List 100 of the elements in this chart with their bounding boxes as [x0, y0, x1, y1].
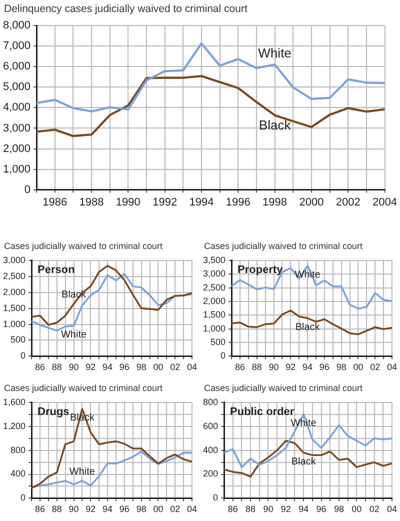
x-tick-label: 00	[153, 504, 164, 514]
y-tick-label: 4,000	[2, 102, 31, 114]
x-tick-label: 92	[86, 504, 96, 514]
y-tick-label: 1,000	[2, 163, 31, 176]
y-axis-title: Cases judicially waived to criminal court	[3, 240, 164, 252]
x-tick-label: 94	[102, 362, 113, 372]
y-tick-label: 0	[220, 350, 226, 361]
x-tick-label: 90	[263, 504, 274, 514]
x-tick-label: 1986	[42, 196, 68, 208]
x-tick-label: 02	[170, 504, 180, 514]
x-tick-label: 86	[34, 362, 45, 372]
y-tick-label: 3,500	[202, 254, 226, 265]
y-tick-label: 5,000	[2, 81, 31, 94]
y-tick-label: 500	[210, 337, 226, 347]
y-tick-label: 2,000	[202, 296, 226, 306]
x-tick-label: 94	[298, 504, 309, 514]
y-tick-label: 200	[202, 468, 218, 479]
y-axis-title: Cases judicially waived to criminal court	[3, 382, 164, 394]
x-tick-label: 96	[316, 504, 326, 514]
x-tick-label: 92	[286, 362, 296, 372]
y-tick-label: 0	[20, 350, 26, 361]
x-tick-label: 00	[153, 362, 164, 372]
y-tick-label: 0	[20, 492, 26, 503]
x-tick-label: 98	[136, 504, 146, 514]
y-tick-label: 1,500	[202, 310, 226, 320]
x-tick-label: 2004	[372, 196, 398, 208]
y-tick-label: 3,000	[202, 268, 226, 279]
x-tick-label: 92	[86, 362, 96, 372]
y-tick-label: 400	[202, 444, 218, 455]
series-label: Black	[295, 322, 321, 333]
x-tick-label: 1998	[262, 196, 288, 208]
y-tick-label: 2,000	[2, 142, 31, 155]
y-tick-label: 3,000	[2, 122, 31, 134]
y-axis-title: Delinquency cases judicially waived to criminal court	[3, 2, 248, 16]
x-tick-label: 98	[336, 362, 346, 372]
x-tick-label: 88	[52, 504, 62, 514]
x-tick-label: 02	[370, 362, 380, 372]
x-tick-label: 04	[186, 504, 197, 514]
y-tick-label: 1,200	[2, 420, 26, 431]
y-tick-label: 8,000	[2, 20, 31, 32]
x-tick-label: 2000	[299, 196, 324, 208]
y-tick-label: 0	[24, 184, 31, 196]
x-tick-label: 02	[369, 504, 380, 514]
y-axis-title: Cases judicially waived to criminal court	[203, 240, 364, 252]
chart-title: Public order	[230, 406, 295, 418]
x-tick-label: 94	[302, 362, 313, 372]
y-tick-label: 500	[10, 334, 26, 345]
x-tick-label: 96	[119, 362, 130, 372]
x-tick-label: 88	[246, 504, 256, 514]
series-label: White	[69, 466, 96, 478]
y-axis-title: Cases judicially waived to criminal court	[203, 382, 364, 394]
x-tick-label: 04	[386, 504, 397, 514]
series-label: Black	[258, 117, 292, 132]
y-tick-label: 1,500	[2, 302, 26, 313]
y-tick-label: 2,500	[2, 270, 26, 281]
x-tick-label: 86	[234, 362, 245, 372]
x-tick-label: 98	[136, 362, 146, 372]
y-tick-label: 1,000	[2, 318, 26, 329]
x-tick-label: 1996	[226, 196, 250, 208]
series-label: White	[60, 330, 87, 341]
y-tick-label: 0	[213, 492, 218, 503]
x-tick-label: 04	[386, 362, 397, 372]
y-tick-label: 2,500	[202, 282, 226, 292]
y-tick-label: 1,000	[202, 323, 226, 334]
x-tick-label: 86	[228, 504, 238, 514]
y-tick-label: 6,000	[2, 60, 31, 73]
x-tick-label: 1994	[189, 196, 214, 208]
chart-title: Property	[238, 264, 284, 276]
x-tick-label: 88	[52, 362, 62, 372]
x-tick-label: 00	[352, 504, 362, 514]
series-label: Black	[291, 456, 317, 468]
x-tick-label: 90	[268, 362, 279, 372]
chart-title: Drugs	[38, 406, 70, 418]
x-tick-label: 96	[319, 362, 330, 372]
series-label: White	[258, 46, 292, 61]
x-tick-label: 86	[34, 504, 45, 514]
x-tick-label: 1988	[79, 196, 104, 208]
y-tick-label: 2,000	[2, 286, 26, 297]
series-label: White	[294, 269, 321, 280]
x-tick-label: 88	[252, 362, 262, 372]
x-tick-label: 04	[186, 362, 197, 372]
x-tick-label: 96	[119, 504, 130, 514]
y-tick-label: 3,000	[2, 254, 26, 265]
y-tick-label: 800	[202, 396, 218, 407]
x-tick-label: 92	[280, 504, 291, 514]
y-tick-label: 1,600	[2, 396, 26, 407]
x-tick-label: 2002	[336, 196, 360, 208]
x-tick-label: 94	[102, 504, 113, 514]
y-tick-label: 400	[10, 468, 26, 479]
x-tick-label: 00	[353, 362, 364, 372]
x-tick-label: 1990	[116, 196, 140, 208]
x-tick-label: 02	[170, 362, 180, 372]
y-tick-label: 600	[202, 420, 218, 431]
x-tick-label: 98	[334, 504, 344, 514]
x-tick-label: 90	[68, 504, 79, 514]
y-tick-label: 800	[10, 444, 26, 455]
x-tick-label: 1992	[152, 196, 178, 208]
y-tick-label: 7,000	[2, 40, 31, 52]
x-tick-label: 90	[68, 362, 79, 372]
chart-title: Person	[38, 264, 76, 276]
